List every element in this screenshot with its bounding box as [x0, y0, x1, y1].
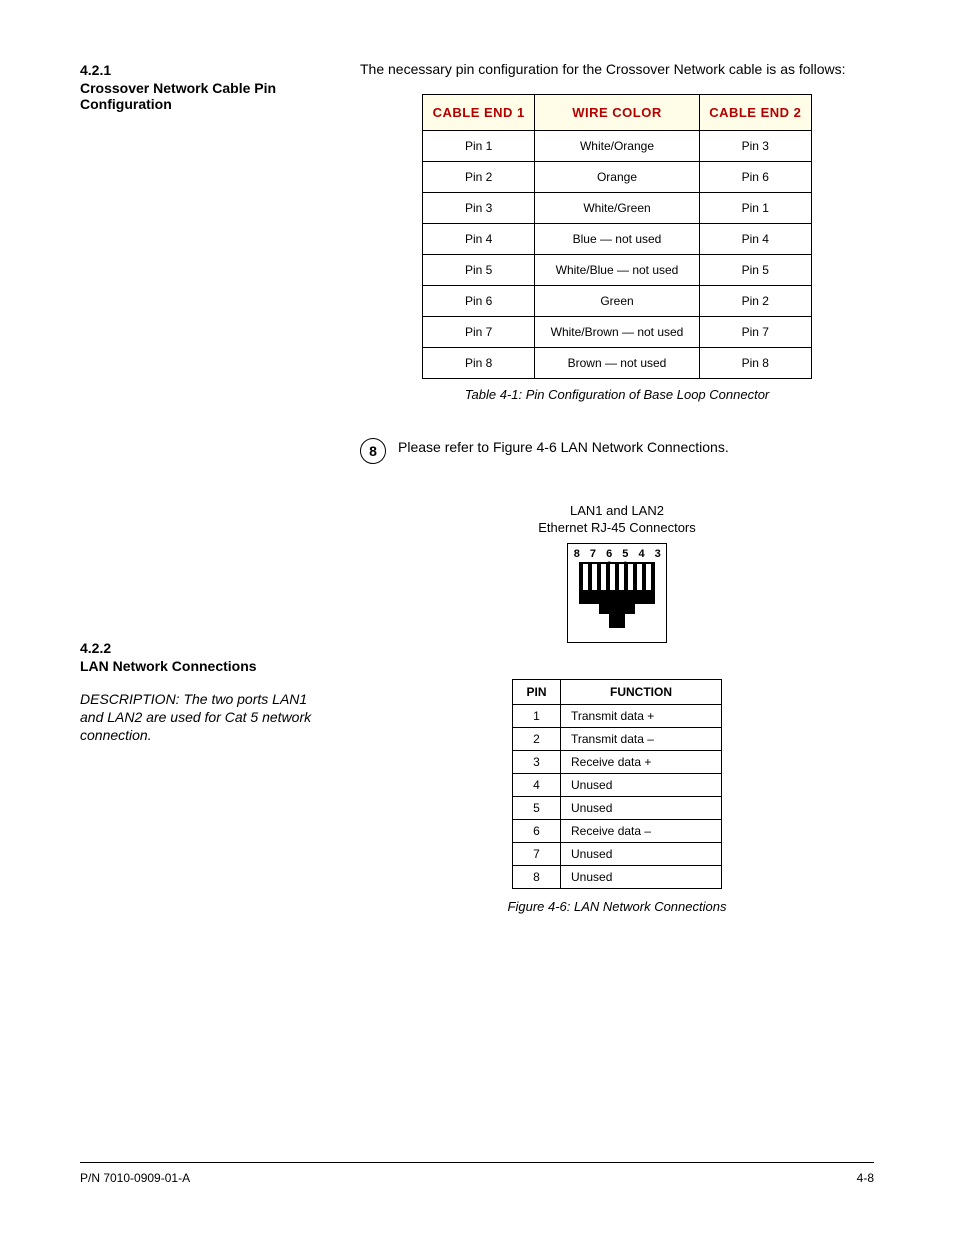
- intro-text: The necessary pin configuration for the …: [360, 60, 874, 80]
- table-cell: Pin 7: [423, 316, 535, 347]
- table-cell: Pin 3: [699, 130, 811, 161]
- table-cell: Transmit data –: [561, 727, 722, 750]
- table-cell: Pin 4: [699, 223, 811, 254]
- table-cell: 4: [513, 773, 561, 796]
- table-cell: Pin 1: [699, 192, 811, 223]
- table-cell: Unused: [561, 865, 722, 888]
- table-cell: Orange: [535, 161, 699, 192]
- figure-label-line2: Ethernet RJ-45 Connectors: [538, 520, 696, 535]
- table-cell: 8: [513, 865, 561, 888]
- table-cell: 2: [513, 727, 561, 750]
- crossover-table: CABLE END 1 WIRE COLOR CABLE END 2 Pin 1…: [422, 94, 812, 379]
- figure-caption: Figure 4-6: LAN Network Connections: [360, 899, 874, 914]
- section-title-2: LAN Network Connections: [80, 658, 360, 674]
- table-cell: Pin 2: [423, 161, 535, 192]
- table-cell: Pin 1: [423, 130, 535, 161]
- table-cell: Pin 4: [423, 223, 535, 254]
- table-cell: 5: [513, 796, 561, 819]
- table-cell: Pin 6: [699, 161, 811, 192]
- rj45-connector-diagram: 8 7 6 5 4 3 2 1: [567, 543, 667, 643]
- table-cell: Blue — not used: [535, 223, 699, 254]
- table-cell: 7: [513, 842, 561, 865]
- table-cell: Pin 8: [423, 347, 535, 378]
- pinfunc-header: FUNCTION: [561, 679, 722, 704]
- table-cell: 6: [513, 819, 561, 842]
- rj45-icon: [577, 562, 657, 634]
- section-number-2: 4.2.2: [80, 640, 360, 656]
- section-description: DESCRIPTION: The two ports LAN1 and LAN2…: [80, 690, 320, 745]
- table-cell: White/Blue — not used: [535, 254, 699, 285]
- table-cell: Pin 3: [423, 192, 535, 223]
- table-cell: Pin 7: [699, 316, 811, 347]
- step-text: Please refer to Figure 4-6 LAN Network C…: [398, 438, 729, 458]
- table-caption: Table 4-1: Pin Configuration of Base Loo…: [360, 387, 874, 402]
- section-number-1: 4.2.1: [80, 62, 360, 78]
- crossover-header: CABLE END 2: [699, 94, 811, 130]
- table-cell: White/Orange: [535, 130, 699, 161]
- table-cell: Receive data +: [561, 750, 722, 773]
- table-cell: Pin 5: [423, 254, 535, 285]
- table-cell: Unused: [561, 796, 722, 819]
- table-cell: White/Brown — not used: [535, 316, 699, 347]
- table-cell: White/Green: [535, 192, 699, 223]
- table-cell: Pin 6: [423, 285, 535, 316]
- section-title-1: Crossover Network Cable Pin Configuratio…: [80, 80, 360, 112]
- table-cell: Transmit data +: [561, 704, 722, 727]
- table-cell: Pin 8: [699, 347, 811, 378]
- footer-part-number: P/N 7010-0909-01-A: [80, 1171, 190, 1185]
- footer-page-number: 4-8: [857, 1171, 874, 1185]
- table-cell: Receive data –: [561, 819, 722, 842]
- pinfunc-header: PIN: [513, 679, 561, 704]
- pin-function-table: PIN FUNCTION 1Transmit data +2Transmit d…: [512, 679, 722, 889]
- table-cell: 3: [513, 750, 561, 773]
- table-cell: Unused: [561, 773, 722, 796]
- table-cell: Brown — not used: [535, 347, 699, 378]
- table-cell: 1: [513, 704, 561, 727]
- table-cell: Pin 2: [699, 285, 811, 316]
- table-cell: Unused: [561, 842, 722, 865]
- crossover-header: CABLE END 1: [423, 94, 535, 130]
- step-number-badge: 8: [360, 438, 386, 464]
- figure-label-line1: LAN1 and LAN2: [570, 503, 664, 518]
- table-cell: Green: [535, 285, 699, 316]
- crossover-header: WIRE COLOR: [535, 94, 699, 130]
- table-cell: Pin 5: [699, 254, 811, 285]
